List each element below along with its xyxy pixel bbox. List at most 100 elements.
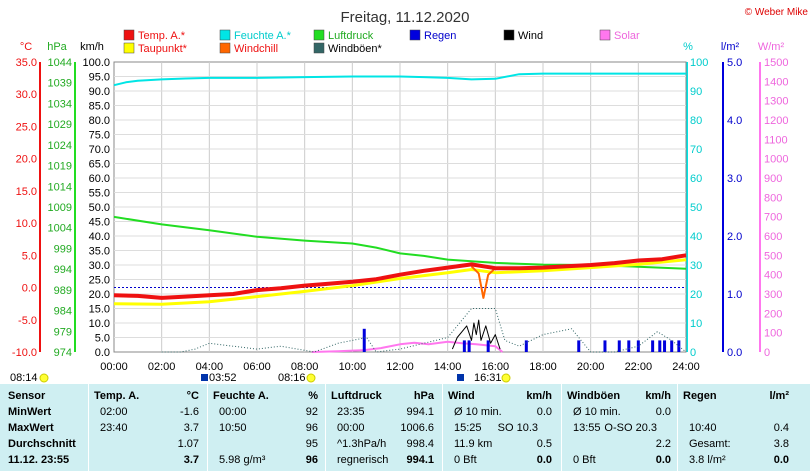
pressure-tick-label: 1009: [48, 202, 72, 214]
solar-tick-label: 500: [764, 250, 782, 262]
axes: °C hPa km/h% l/m² W/m² 35.0 30.0 25.0 20.0 15.0 10…: [12, 41, 789, 373]
wind-tick-label: 30.0: [89, 260, 110, 272]
column-separator: [677, 384, 678, 471]
column-value: 0.0: [655, 406, 671, 418]
summary-table: Sensor MinWert MaxWert Durchschnitt 11.12. 2…: [0, 384, 810, 471]
grid: [113, 61, 687, 353]
pressure-tick-label: 1019: [48, 161, 72, 173]
wind-tick-label: 65.0: [89, 159, 110, 171]
time-tick-label: 00:00: [100, 361, 128, 373]
column-value: 96: [305, 422, 318, 434]
pressure-tick-label: 1044: [48, 57, 72, 69]
humidity-tick-label: 70: [690, 144, 702, 156]
column-note: 10:50: [219, 422, 247, 434]
pressure-tick-label: 1004: [48, 223, 72, 235]
column-note: 0 Bft: [454, 454, 477, 466]
solar-tick-label: 400: [764, 270, 782, 282]
row-label: Sensor: [8, 390, 46, 402]
column-separator: [561, 384, 562, 471]
solar-tick-label: 1100: [764, 134, 788, 146]
column-note: 15:25: [454, 422, 482, 434]
rain-tick-label: 4.0: [727, 115, 742, 127]
moonrise-time: 03:52: [209, 372, 237, 384]
column-unit: km/h: [526, 390, 552, 402]
chart-title: Freitag, 11.12.2020: [341, 9, 470, 26]
rain-unit: l/m²: [721, 41, 740, 53]
pressure-tick-label: 1034: [48, 98, 72, 110]
wind-tick-label: 45.0: [89, 217, 110, 229]
column-value: 2.2: [655, 438, 671, 450]
column-value: 0.0: [536, 454, 552, 466]
row-label: MinWert: [8, 406, 52, 418]
wind-tick-label: 60.0: [89, 173, 110, 185]
column-direction: O-SO 20.3: [604, 422, 657, 434]
wind-tick-label: 70.0: [89, 144, 110, 156]
series-feuchte-a-line: [113, 72, 686, 87]
column-title: Windböen: [567, 390, 621, 402]
column-separator: [207, 384, 208, 471]
wind-tick-label: 10.0: [89, 318, 110, 330]
column-note: 0 Bft: [573, 454, 596, 466]
column-value: 1006.6: [400, 422, 434, 434]
series-wind-line: [451, 319, 501, 350]
legend-swatch: [409, 29, 421, 41]
column-note: 00:00: [219, 406, 247, 418]
wind-tick-label: 5.0: [95, 333, 110, 345]
column-separator: [325, 384, 326, 471]
series-windb-en-line: [161, 308, 687, 353]
series-temp-a-line: [113, 253, 687, 300]
solar-tick-label: 1400: [764, 76, 788, 88]
legend-swatch: [219, 29, 231, 41]
rain-tick-label: 2.0: [727, 231, 742, 243]
pressure-tick-label: 994: [54, 264, 72, 276]
column-value: -1.6: [180, 406, 199, 418]
time-tick-label: 06:00: [243, 361, 271, 373]
column-note: Ø 10 min.: [454, 406, 502, 418]
wind-tick-label: 55.0: [89, 188, 110, 200]
column-value: 1.07: [177, 438, 199, 450]
solar-tick-label: 700: [764, 212, 782, 224]
wind-tick-label: 40.0: [89, 231, 110, 243]
column-direction: SO 10.3: [497, 422, 538, 434]
humidity-tick-label: 100: [690, 57, 708, 69]
wind-tick-label: 85.0: [89, 101, 110, 113]
legend-swatch: [313, 42, 325, 54]
column-note: ^1.3hPa/h: [337, 438, 387, 450]
column-value: 3.8: [773, 438, 789, 450]
series-regen-bar: [486, 340, 490, 352]
column-value: 994.1: [406, 406, 434, 418]
pressure-tick-label: 1024: [48, 140, 72, 152]
column-value: 0.4: [773, 422, 789, 434]
pressure-tick-label: 1029: [48, 119, 72, 131]
rain-tick-label: 5.0: [727, 57, 742, 69]
wind-tick-label: 15.0: [89, 304, 110, 316]
pressure-tick-label: 1039: [48, 78, 72, 90]
column-separator: [88, 384, 89, 471]
time-tick-label: 10:00: [339, 361, 367, 373]
solar-tick-label: 1300: [764, 96, 788, 108]
wind-tick-label: 25.0: [89, 275, 110, 287]
column-value: 95: [305, 438, 318, 450]
weather-chart: Freitag, 11.12.2020 © Weber Mike Temp. A…: [10, 7, 808, 384]
column-note: 23:40: [100, 422, 128, 434]
rain-tick-label: 3.0: [727, 173, 742, 185]
legend-swatch: [123, 42, 135, 54]
series-regen-bar: [462, 340, 466, 352]
wind-unit: km/h: [80, 41, 104, 53]
solar-tick-label: 600: [764, 231, 782, 243]
series-regen-bar: [577, 340, 581, 352]
series-regen-bar: [658, 340, 662, 352]
solar-tick-label: 1500: [764, 57, 788, 69]
column-value: 3.7: [183, 422, 199, 434]
wind-tick-label: 95.0: [89, 72, 110, 84]
wind-tick-label: 90.0: [89, 86, 110, 98]
wind-tick-label: 35.0: [89, 246, 110, 258]
series-windchill-line: [470, 265, 496, 299]
column-title: Luftdruck: [331, 390, 382, 402]
humidity-tick-label: 80: [690, 115, 702, 127]
solar-tick-label: 0: [764, 347, 770, 359]
row-label: 11.12. 23:55: [8, 454, 70, 466]
sun-icon: [501, 373, 511, 383]
time-tick-label: 22:00: [625, 361, 653, 373]
series-regen-bar: [362, 328, 366, 352]
